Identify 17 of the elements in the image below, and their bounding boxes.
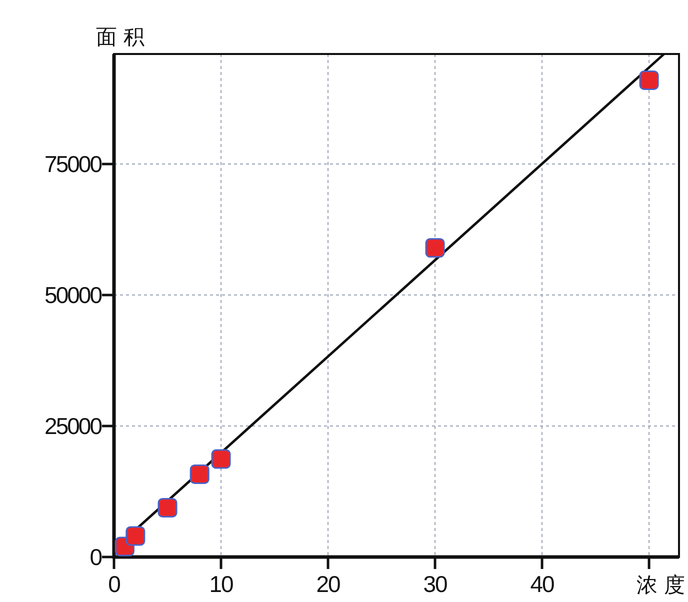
point: [190, 464, 210, 484]
x-axis-title: 浓 度: [636, 573, 685, 597]
point: [126, 526, 146, 546]
y-tick-label: 0: [90, 544, 102, 570]
x-tick-label: 30: [423, 571, 448, 597]
x-tick-label: 10: [209, 571, 233, 597]
y-tick-label: 75000: [44, 151, 102, 178]
point: [425, 238, 445, 258]
x-tick-label: 40: [530, 571, 554, 597]
x-tick-label: 20: [316, 571, 340, 597]
y-axis-title: 面 积: [96, 25, 145, 49]
point: [639, 70, 659, 90]
point: [158, 498, 178, 518]
y-tick-label: 50000: [44, 282, 102, 308]
point: [211, 449, 231, 469]
y-tick-label: 25000: [44, 413, 102, 440]
x-tick-label: 0: [108, 571, 120, 597]
